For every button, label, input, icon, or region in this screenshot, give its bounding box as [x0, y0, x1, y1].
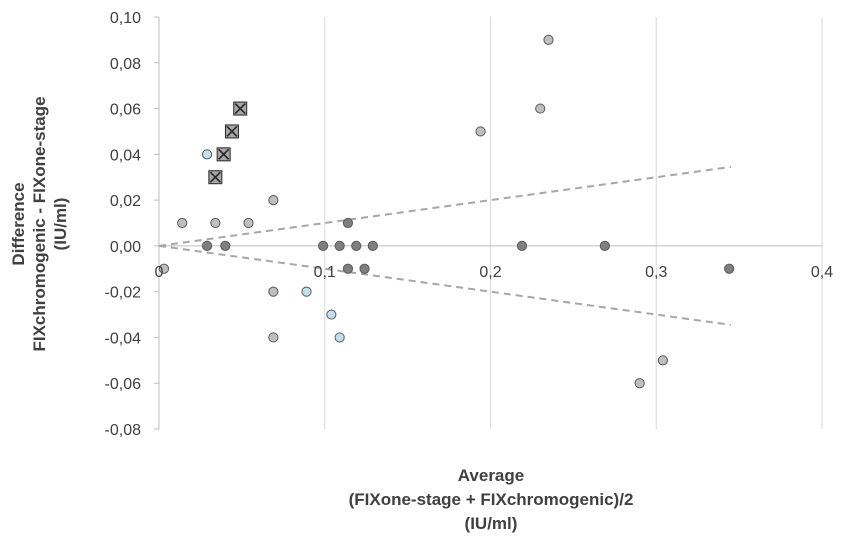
- data-point: [210, 217, 221, 229]
- x-marker-point: [208, 170, 223, 185]
- data-point: [599, 240, 610, 251]
- gridlines: [324, 17, 823, 429]
- y-tick-label: -0,04: [105, 330, 142, 347]
- x-marker-point: [233, 101, 248, 116]
- y-axis-title-line: Difference: [9, 182, 28, 265]
- y-tick-label: 0,08: [110, 56, 141, 73]
- x-marker-stroke: [218, 148, 230, 160]
- x-marker-stroke: [226, 125, 238, 138]
- axes: [154, 16, 822, 430]
- data-point: [359, 263, 370, 274]
- data-point: [543, 34, 554, 45]
- data-point: [317, 240, 329, 251]
- reference-line: [158, 244, 731, 326]
- data-point: [334, 240, 345, 251]
- x-tick-label: 0,1: [314, 264, 336, 281]
- data-point: [475, 126, 486, 137]
- y-tick-label: -0,08: [105, 422, 142, 439]
- y-axis-title-line: (IU/ml): [51, 198, 70, 251]
- data-point: [724, 263, 735, 274]
- data-point: [351, 240, 362, 251]
- y-tick-label: 0,00: [110, 239, 141, 256]
- data-point: [342, 217, 354, 229]
- data-point: [201, 149, 213, 160]
- x-tick-label: 0,2: [479, 264, 501, 281]
- data-point: [334, 332, 345, 343]
- data-point: [243, 217, 254, 229]
- data-point: [220, 240, 231, 251]
- axis-titles: Difference FIXchromogenic - FIXone-stage(…: [9, 96, 633, 533]
- y-tick-label: -0,06: [105, 376, 142, 393]
- y-tick-label: -0,02: [105, 285, 142, 302]
- y-tick-label: 0,04: [110, 147, 141, 164]
- reference-lines: [158, 165, 731, 326]
- y-axis-title: Difference FIXchromogenic - FIXone-stage(…: [9, 96, 70, 351]
- data-point: [268, 195, 279, 206]
- reference-line: [158, 165, 731, 247]
- data-point: [657, 355, 668, 366]
- data-point: [268, 332, 279, 343]
- tick-labels: 0 0,1 0,2 0,3 0,4 0,10 0,08 0,06 0,04 0,02 0,00 -0,…: [105, 10, 834, 439]
- x-marker-point: [216, 147, 231, 162]
- x-axis-title-line: (IU/ml): [465, 514, 518, 533]
- x-tick-label: 0,3: [645, 264, 667, 281]
- x-tick-label: 0,4: [811, 264, 833, 281]
- data-point: [634, 378, 645, 389]
- x-tick-label: 0: [155, 264, 164, 281]
- data-point: [201, 240, 213, 251]
- data-point: [367, 240, 378, 251]
- x-marker-point: [224, 124, 239, 139]
- data-points: [158, 34, 735, 389]
- data-point: [326, 309, 337, 320]
- x-axis-title-line: (FIXone-stage + FIXchromogenic)/2: [349, 490, 634, 509]
- y-axis-title-line: FIXchromogenic - FIXone-stage: [30, 96, 49, 351]
- y-tick-label: 0,06: [110, 102, 141, 119]
- x-axis-title-line: Average: [458, 466, 524, 485]
- y-tick-label: 0,10: [110, 10, 141, 27]
- data-point: [158, 263, 170, 274]
- data-point: [342, 263, 354, 274]
- data-point: [535, 103, 546, 114]
- data-point: [177, 217, 188, 229]
- data-point: [268, 286, 279, 297]
- y-tick-label: 0,02: [110, 193, 141, 210]
- data-point: [301, 286, 312, 297]
- x-marker-stroke: [234, 102, 246, 115]
- data-point: [516, 240, 528, 251]
- x-marker-stroke: [209, 171, 221, 183]
